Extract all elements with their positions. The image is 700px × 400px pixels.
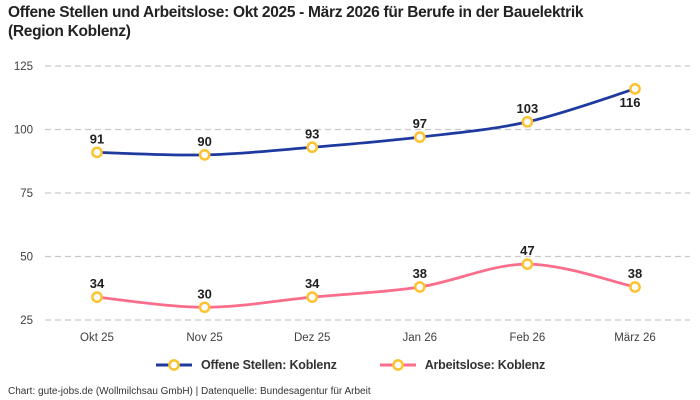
y-tick-label-50: 50: [20, 252, 33, 264]
legend-item-arbeitslose[interactable]: Arbeitslose: Koblenz: [379, 358, 545, 372]
x-tick-label-5: Feb 26: [509, 332, 545, 344]
y-tick-label-75: 75: [20, 188, 33, 200]
data-label-0-4: 103: [517, 101, 539, 116]
data-point-marker-1-4[interactable]: [521, 258, 534, 270]
x-tick-label-2: Nov 25: [186, 332, 222, 344]
data-point-marker-1-2[interactable]: [306, 291, 319, 303]
data-label-0-0: 91: [90, 131, 104, 146]
data-label-1-2: 34: [305, 276, 320, 291]
data-point-marker-0-4[interactable]: [521, 116, 534, 128]
data-point-marker-0-1[interactable]: [198, 149, 211, 161]
data-label-0-5: 116: [620, 95, 641, 110]
series-line-0: [95, 87, 637, 157]
legend-item-offene-stellen[interactable]: Offene Stellen: Koblenz: [155, 358, 337, 372]
data-label-1-5: 38: [628, 266, 642, 281]
data-label-1-1: 30: [197, 286, 211, 301]
data-point-marker-1-1[interactable]: [198, 301, 211, 314]
chart-title-line1: Offene Stellen und Arbeitslose: Okt 2025…: [8, 4, 584, 21]
legend-line-marker-icon-1: [379, 359, 416, 371]
data-point-marker-0-2[interactable]: [306, 141, 319, 154]
data-point-marker-0-0[interactable]: [91, 146, 103, 159]
data-point-marker-0-3[interactable]: [413, 131, 426, 143]
data-label-0-2: 93: [305, 126, 319, 141]
data-point-marker-1-3[interactable]: [413, 281, 426, 293]
legend-line-marker-icon-0: [155, 359, 192, 371]
chart-title-line2: (Region Koblenz): [8, 23, 131, 40]
legend-label-arbeitslose: Arbeitslose: Koblenz: [424, 358, 546, 372]
data-label-1-3: 38: [413, 266, 427, 281]
data-point-marker-0-5[interactable]: [629, 83, 641, 95]
x-tick-label-1: Okt 25: [80, 332, 114, 344]
y-tick-label-125: 125: [14, 61, 33, 73]
data-label-0-3: 97: [413, 116, 427, 131]
y-tick-label-25: 25: [20, 315, 33, 327]
data-label-0-1: 90: [197, 134, 211, 149]
legend-label-offene-stellen: Offene Stellen: Koblenz: [200, 358, 337, 372]
series-line-1: [95, 262, 637, 309]
x-tick-label-3: Dez 25: [294, 332, 330, 344]
data-label-1-4: 47: [520, 243, 534, 258]
attribution-text: Chart: gute-jobs.de (Wollmilchsau GmbH) …: [8, 386, 371, 397]
y-tick-label-100: 100: [14, 125, 33, 137]
legend: Offene Stellen: Koblenz Arbeitslose: Kob…: [0, 355, 700, 375]
data-point-marker-1-0[interactable]: [91, 291, 103, 303]
x-tick-label-6: März 26: [614, 332, 656, 344]
data-point-marker-1-5[interactable]: [629, 281, 641, 293]
chart-title: Offene Stellen und Arbeitslose: Okt 2025…: [8, 3, 584, 41]
data-label-1-0: 34: [90, 276, 105, 291]
x-tick-label-4: Jan 26: [403, 332, 438, 344]
